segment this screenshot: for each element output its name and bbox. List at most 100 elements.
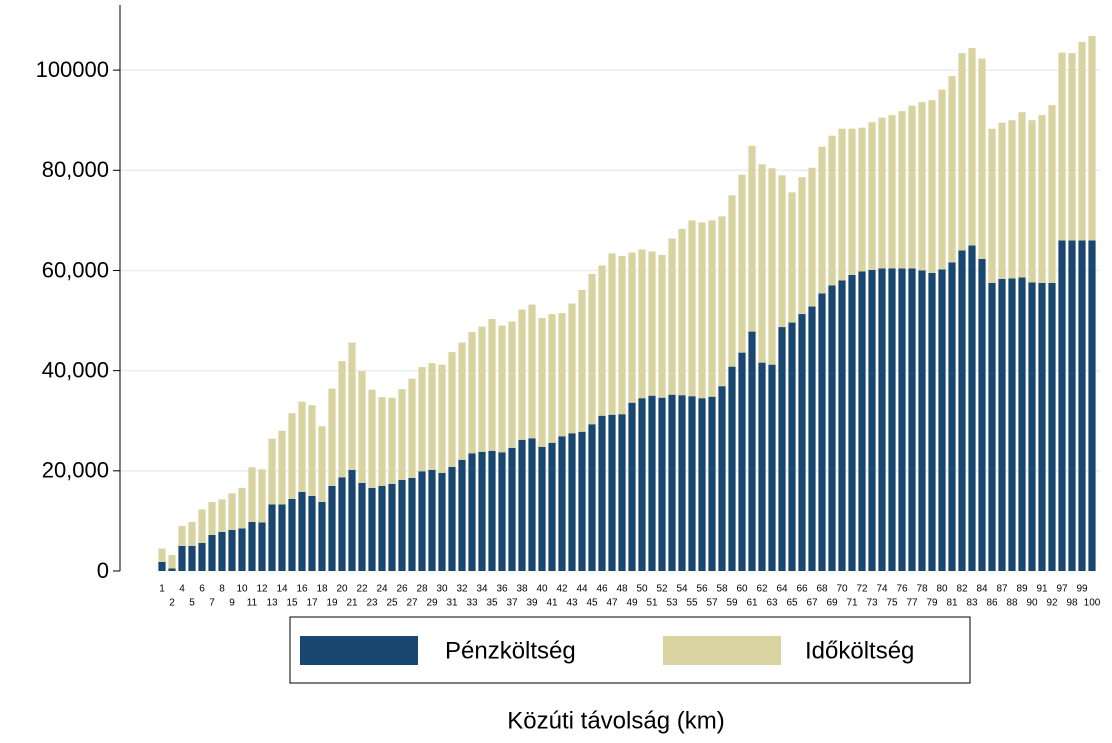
bar xyxy=(648,395,656,571)
x-axis-title: Közúti távolság (km) xyxy=(507,707,724,734)
bar xyxy=(928,100,936,273)
bar xyxy=(948,76,956,263)
bar xyxy=(748,145,756,332)
bar xyxy=(448,352,456,467)
legend-label: Időköltség xyxy=(805,637,914,664)
bar xyxy=(1088,240,1096,571)
x-tick-label: 64 xyxy=(776,584,788,595)
bar xyxy=(318,501,326,571)
x-tick-label: 89 xyxy=(1016,584,1028,595)
x-tick-label: 17 xyxy=(306,598,318,609)
x-tick-label: 43 xyxy=(566,598,578,609)
x-tick-label: 38 xyxy=(516,584,528,595)
bar xyxy=(878,268,886,571)
bar xyxy=(828,285,836,571)
y-tick-label: 40,000 xyxy=(42,357,109,382)
bar xyxy=(618,414,626,571)
x-tick-label: 30 xyxy=(436,584,448,595)
y-tick-label: 80,000 xyxy=(42,157,109,182)
bar xyxy=(978,58,986,259)
x-tick-label: 78 xyxy=(916,584,928,595)
bar xyxy=(548,442,556,571)
x-tick-label: 99 xyxy=(1076,584,1088,595)
bar xyxy=(248,521,256,571)
bar xyxy=(358,482,366,571)
bar xyxy=(458,459,466,571)
bar xyxy=(498,452,506,571)
bar xyxy=(858,127,866,272)
bar xyxy=(978,258,986,571)
bar xyxy=(238,487,246,529)
bar xyxy=(358,371,366,483)
bar xyxy=(268,438,276,505)
bar xyxy=(248,467,256,522)
bar xyxy=(738,352,746,571)
bar xyxy=(988,282,996,571)
bar xyxy=(1088,36,1096,241)
bar xyxy=(158,548,166,562)
bar xyxy=(388,483,396,571)
bar xyxy=(678,228,686,396)
bar xyxy=(858,271,866,571)
legend-label: Pénzköltség xyxy=(445,637,576,664)
y-tick-label: 100000 xyxy=(36,57,109,82)
x-tick-label: 16 xyxy=(296,584,308,595)
x-tick-label: 54 xyxy=(676,584,688,595)
x-tick-label: 21 xyxy=(346,598,358,609)
bar xyxy=(998,278,1006,571)
bar xyxy=(908,268,916,571)
x-tick-label: 20 xyxy=(336,584,348,595)
bar xyxy=(188,521,196,546)
bar xyxy=(1048,105,1056,283)
x-tick-label: 60 xyxy=(736,584,748,595)
x-tick-label: 92 xyxy=(1046,598,1058,609)
bar xyxy=(198,542,206,571)
bar xyxy=(518,309,526,440)
bar xyxy=(208,534,216,571)
bar xyxy=(1038,282,1046,571)
bar xyxy=(398,479,406,571)
x-tick-label: 13 xyxy=(266,598,278,609)
bar xyxy=(278,504,286,571)
bar xyxy=(668,238,676,395)
x-tick-label: 61 xyxy=(746,598,758,609)
bar xyxy=(788,192,796,323)
x-tick-label: 69 xyxy=(826,598,838,609)
x-tick-label: 67 xyxy=(806,598,818,609)
bar xyxy=(378,397,386,486)
bar xyxy=(798,314,806,571)
bar xyxy=(1018,277,1026,571)
bar xyxy=(188,545,196,571)
x-tick-label: 71 xyxy=(846,598,858,609)
bar xyxy=(218,499,226,532)
bar xyxy=(768,168,776,365)
x-tick-label: 11 xyxy=(247,598,258,609)
bar xyxy=(478,451,486,571)
bar xyxy=(1038,115,1046,283)
x-tick-label: 72 xyxy=(856,584,868,595)
bar xyxy=(828,135,836,286)
bar xyxy=(538,318,546,447)
bar xyxy=(1018,112,1026,278)
bar xyxy=(1028,282,1036,571)
x-tick-label: 18 xyxy=(316,584,328,595)
bar xyxy=(448,466,456,571)
bar xyxy=(578,290,586,432)
bar xyxy=(228,529,236,571)
bar xyxy=(898,268,906,571)
bar xyxy=(638,398,646,571)
bar xyxy=(938,269,946,571)
bar xyxy=(168,554,176,569)
bar xyxy=(258,469,266,523)
x-tick-label: 35 xyxy=(486,598,498,609)
bar xyxy=(628,402,636,571)
bar xyxy=(1068,53,1076,241)
bar xyxy=(498,325,506,453)
x-tick-label: 88 xyxy=(1006,598,1018,609)
x-tick-label: 25 xyxy=(386,598,398,609)
x-tick-label: 66 xyxy=(796,584,808,595)
x-tick-label: 76 xyxy=(896,584,908,595)
bar xyxy=(418,367,426,472)
bar xyxy=(338,361,346,478)
bar xyxy=(948,262,956,571)
